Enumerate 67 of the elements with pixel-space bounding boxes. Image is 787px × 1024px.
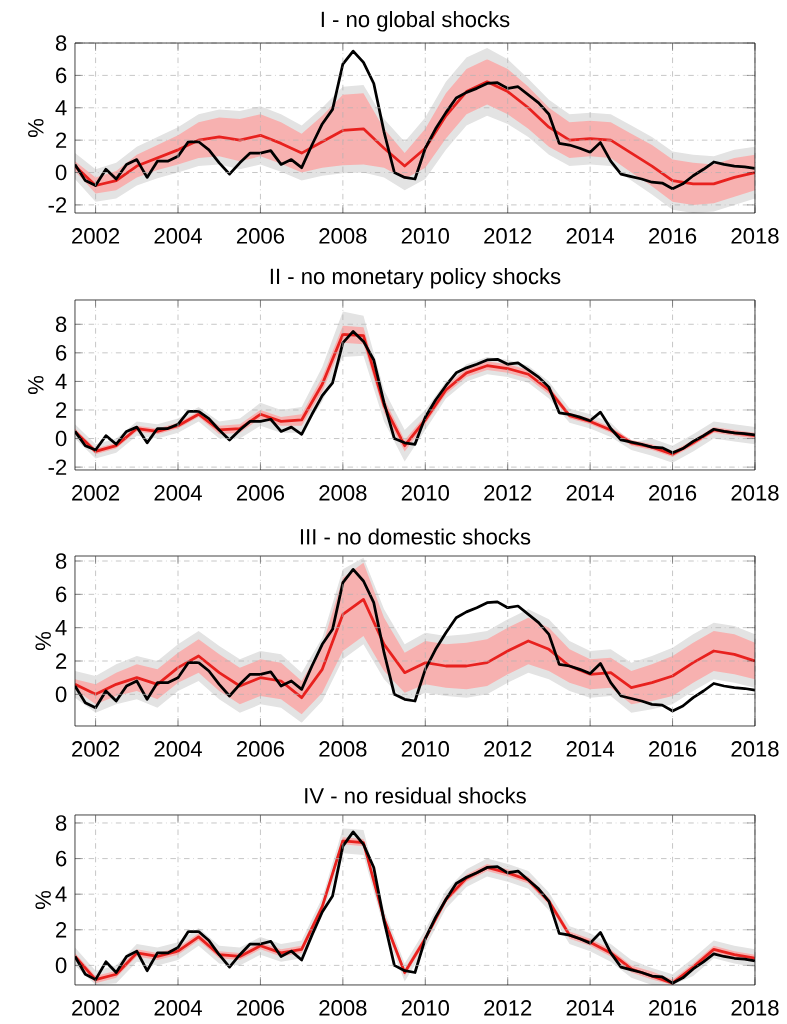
y-axis-title: %	[35, 631, 51, 651]
x-tick-label: 2002	[72, 1000, 120, 1016]
x-tick-label: 2014	[566, 1000, 615, 1016]
x-tick-label: 2008	[319, 228, 367, 244]
x-tick-label: 2006	[236, 741, 285, 757]
x-tick-label: 2010	[401, 485, 450, 501]
y-tick-label: 2	[56, 132, 67, 148]
y-tick-label: -2	[48, 197, 67, 213]
x-tick-label: 2004	[154, 1000, 202, 1016]
y-tick-label: 6	[56, 850, 67, 867]
chart-title: IV - no residual shocks	[305, 787, 526, 804]
x-tick-label: 2012	[484, 741, 532, 757]
y-tick-label: 2	[56, 653, 67, 669]
y-axis-title: %	[35, 890, 51, 910]
x-tick-label: 2018	[731, 485, 779, 501]
y-axis-title: %	[28, 375, 44, 395]
x-tick-label: 2002	[72, 228, 120, 244]
y-tick-label: 4	[55, 100, 67, 116]
y-tick-label: 8	[55, 316, 67, 333]
y-tick-label: 4	[55, 886, 67, 902]
y-tick-label: 6	[56, 67, 67, 84]
y-tick-label: 4	[55, 373, 67, 390]
y-tick-label: 6	[56, 345, 67, 361]
y-tick-label: -2	[48, 459, 67, 475]
x-tick-label: 2008	[319, 741, 367, 757]
x-tick-label: 2014	[566, 741, 615, 757]
y-tick-label: 6	[56, 586, 67, 603]
y-tick-label: 0	[55, 957, 67, 974]
x-tick-label: 2004	[154, 741, 202, 757]
x-tick-label: 2018	[731, 741, 779, 757]
x-tick-label: 2006	[236, 228, 285, 244]
x-tick-label: 2012	[484, 228, 532, 244]
x-tick-label: 2008	[319, 1000, 367, 1016]
x-tick-label: 2010	[401, 1000, 450, 1016]
chart-title: I - no global shocks	[321, 11, 510, 32]
line-series	[75, 597, 756, 700]
y-tick-label: 8	[55, 35, 67, 51]
x-tick-label: 2018	[731, 228, 779, 244]
x-tick-label: 2008	[319, 485, 367, 501]
x-tick-label: 2006	[236, 1000, 285, 1016]
x-tick-label: 2016	[649, 228, 697, 244]
x-tick-label: 2014	[566, 485, 615, 501]
x-tick-label: 2016	[649, 485, 697, 501]
x-tick-label: 2014	[566, 228, 615, 244]
x-tick-label: 2002	[72, 485, 120, 501]
y-tick-label: 8	[55, 815, 67, 831]
x-tick-label: 2016	[649, 1000, 697, 1016]
y-tick-label: 2	[56, 402, 67, 418]
y-axis-title: %	[28, 118, 44, 138]
x-tick-label: 2010	[401, 741, 450, 757]
chart-title: III - no domestic shocks	[301, 528, 531, 545]
y-tick-label: 2	[56, 922, 67, 938]
y-tick-label: 0	[55, 686, 67, 703]
y-tick-label: 4	[55, 620, 67, 636]
x-tick-label: 2004	[154, 228, 202, 244]
x-tick-label: 2002	[72, 741, 120, 757]
x-tick-label: 2012	[484, 1000, 532, 1016]
x-tick-label: 2004	[154, 485, 202, 501]
chart-title: II - no monetary policy shocks	[270, 267, 561, 289]
x-tick-label: 2010	[401, 228, 450, 244]
x-tick-label: 2016	[649, 741, 697, 757]
y-tick-label: 8	[55, 553, 67, 569]
y-tick-label: 0	[55, 430, 67, 447]
x-tick-label: 2018	[731, 1000, 779, 1016]
x-tick-label: 2012	[484, 485, 532, 501]
x-tick-label: 2006	[236, 485, 285, 501]
y-tick-label: 0	[55, 164, 67, 181]
